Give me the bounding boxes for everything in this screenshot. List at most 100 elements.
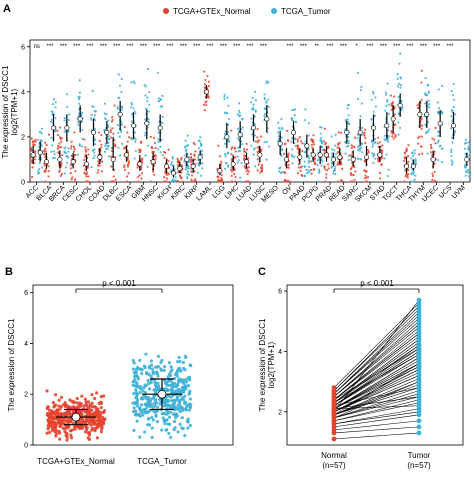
data-point-b: [90, 418, 94, 422]
data-point-a: [437, 159, 440, 162]
data-point-a: [159, 105, 162, 108]
data-point-a: [325, 173, 328, 176]
data-point-b: [160, 428, 164, 432]
data-point-a: [430, 146, 433, 149]
data-point-a: [403, 159, 406, 162]
data-point-a: [467, 147, 470, 150]
data-point-a: [393, 113, 396, 116]
data-point-b: [57, 429, 61, 434]
data-point-b: [167, 415, 172, 419]
median-marker-a: [184, 156, 190, 162]
data-point-a: [350, 146, 353, 149]
legend-label-tumor: TCGA_Tumor: [281, 7, 331, 16]
data-point-b: [67, 425, 71, 429]
data-point-a: [307, 122, 310, 125]
data-point-a: [265, 158, 268, 161]
data-point-a: [73, 131, 76, 134]
data-point-a: [167, 159, 170, 163]
data-point-a: [109, 128, 112, 132]
data-point-a: [283, 143, 286, 146]
data-point-b: [149, 363, 154, 367]
data-point-a: [85, 173, 88, 176]
median-marker-a: [157, 125, 163, 131]
median-marker-a: [330, 156, 336, 162]
data-point-a: [171, 155, 174, 159]
data-point-a: [294, 120, 298, 123]
data-point-b: [140, 397, 144, 401]
data-point-a: [56, 147, 59, 150]
data-point-a: [246, 168, 249, 171]
data-point-a: [246, 180, 249, 183]
data-point-a: [452, 106, 455, 109]
data-point-a: [171, 157, 174, 160]
data-point-a: [137, 148, 141, 151]
data-point-a: [193, 170, 196, 173]
data-point-a: [230, 158, 233, 161]
data-point-a: [357, 157, 360, 161]
data-point-a: [349, 171, 353, 175]
y-tick-label-a: 2: [21, 134, 25, 141]
data-point-a: [450, 115, 453, 118]
data-point-a: [60, 137, 64, 140]
data-point-a: [412, 180, 415, 183]
data-point-b: [52, 411, 56, 416]
pair-line-c: [333, 336, 420, 400]
data-point-b: [186, 426, 190, 430]
data-point-a: [387, 140, 390, 143]
data-point-a: [407, 155, 410, 158]
data-point-a: [296, 144, 299, 147]
x-category-c-tumor-n: (n=57): [407, 461, 431, 470]
data-point-a: [157, 138, 160, 141]
data-point-b: [160, 412, 164, 416]
data-point-a: [67, 118, 70, 122]
data-point-a: [58, 170, 61, 173]
data-point-a: [413, 152, 416, 155]
data-point-a: [259, 166, 263, 170]
median-marker-a: [84, 161, 90, 167]
data-point-a: [413, 178, 416, 181]
data-point-a: [66, 156, 70, 159]
data-point-a: [373, 141, 376, 145]
x-category-c-tumor: Tumor: [408, 451, 431, 460]
data-point-a: [359, 89, 363, 92]
data-point-b: [178, 409, 182, 414]
data-point-a: [164, 151, 167, 154]
data-point-a: [336, 163, 339, 166]
data-point-a: [334, 133, 337, 136]
data-point-a: [94, 127, 97, 131]
data-point-a: [243, 165, 246, 168]
data-point-a: [347, 142, 350, 145]
data-point-a: [80, 145, 84, 148]
data-point-a: [234, 176, 237, 179]
data-point-b: [181, 396, 185, 400]
data-point-a: [97, 131, 101, 134]
data-point-a: [56, 129, 59, 132]
data-point-a: [121, 142, 124, 145]
data-point-a: [113, 104, 116, 107]
data-point-a: [194, 162, 197, 165]
data-point-a: [129, 106, 133, 109]
data-point-a: [466, 169, 469, 172]
pvalue-label-c: p < 0.001: [360, 279, 394, 288]
data-point-a: [107, 119, 110, 122]
data-point-a: [184, 168, 187, 171]
data-point-a: [254, 99, 257, 102]
data-point-a: [319, 132, 322, 135]
data-point-a: [297, 166, 300, 169]
data-point-b: [135, 392, 139, 397]
pair-line-c: [333, 345, 420, 406]
data-point-a: [136, 176, 140, 179]
median-marker-a: [450, 123, 456, 129]
data-point-b: [180, 426, 184, 430]
data-point-a: [313, 161, 316, 164]
data-point-a: [236, 127, 240, 130]
data-point-a: [43, 169, 46, 173]
data-point-a: [430, 180, 433, 183]
median-marker-a: [277, 141, 283, 147]
data-point-a: [341, 167, 344, 170]
data-point-b: [150, 402, 154, 406]
data-point-a: [227, 123, 230, 126]
data-point-a: [190, 170, 193, 173]
data-point-a: [203, 70, 206, 73]
data-point-a: [83, 158, 86, 162]
